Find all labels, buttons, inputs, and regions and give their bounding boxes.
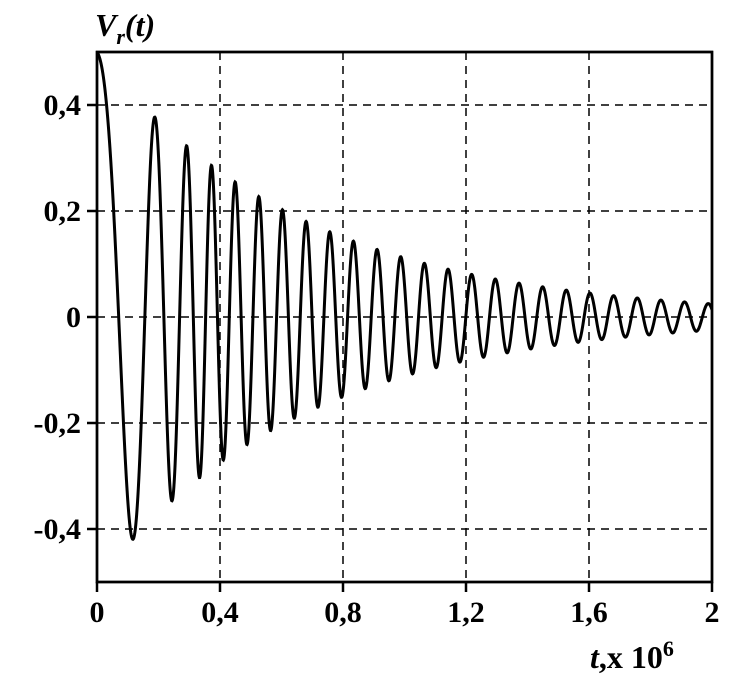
- y-axis-title: Vr(t): [95, 7, 155, 49]
- chart-container: -0,4 -0,2 0 0,2 0,4 0 0,4 0,8 1,2 1,6 2 Vr(t) t,x 10…: [0, 0, 750, 682]
- x-tick-label: 1,6: [570, 596, 608, 629]
- y-tick-label: 0,4: [44, 89, 82, 122]
- y-tick-label: -0,4: [34, 513, 82, 546]
- x-tick-label: 0,8: [324, 596, 362, 629]
- x-tick-label: 1,2: [447, 596, 485, 629]
- x-tick-label: 0: [90, 596, 105, 629]
- signal-line: [97, 52, 712, 539]
- y-tick-label: 0: [66, 301, 81, 334]
- y-tick-label: -0,2: [34, 407, 82, 440]
- y-tick-label: 0,2: [44, 195, 82, 228]
- damped-oscillation-chart: -0,4 -0,2 0 0,2 0,4 0 0,4 0,8 1,2 1,6 2 Vr(t) t,x 10…: [0, 0, 750, 682]
- x-axis-title: t,x 106: [590, 636, 674, 675]
- x-tick-label: 2: [705, 596, 720, 629]
- x-tick-label: 0,4: [201, 596, 239, 629]
